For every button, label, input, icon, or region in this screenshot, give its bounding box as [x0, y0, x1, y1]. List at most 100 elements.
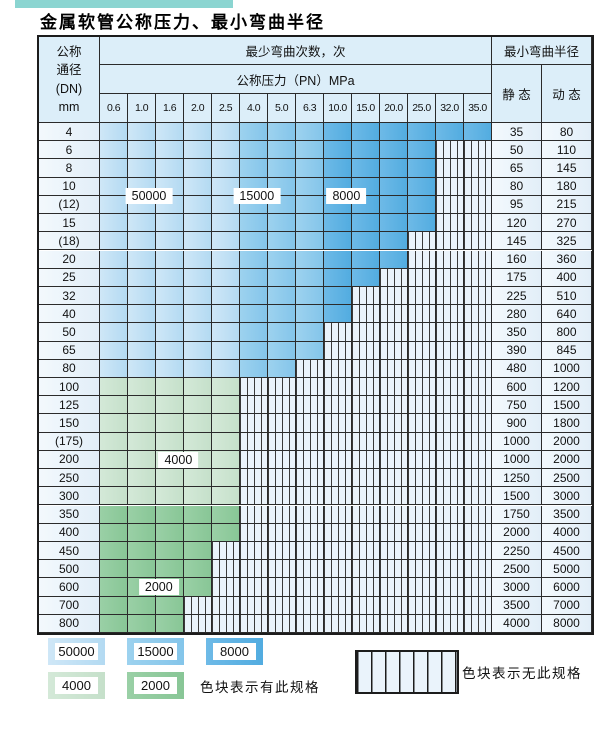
- pressure-col-header: 35.0: [464, 94, 492, 123]
- grid-cell-no-spec: [324, 450, 352, 470]
- grid-cell-available: [100, 523, 128, 542]
- grid-cell-no-spec: [352, 523, 380, 542]
- grid-cell-available: [212, 523, 240, 542]
- static-header: 静 态: [492, 65, 542, 123]
- grid-cell-no-spec: [380, 414, 408, 433]
- pressure-col-header: 6.3: [296, 94, 324, 123]
- grid-cell-no-spec: [408, 578, 436, 597]
- grid-cell-available: [128, 523, 156, 542]
- grid-cell-available: [352, 250, 380, 269]
- grid-cell-no-spec: [464, 268, 492, 287]
- grid-cell-available: [156, 323, 184, 342]
- grid-cell-available: [156, 359, 184, 378]
- grid-cell-available: [100, 323, 128, 342]
- grid-cell-available: [128, 214, 156, 233]
- grid-cell-available: [380, 177, 408, 196]
- static-value-cell: 1000: [492, 432, 542, 451]
- dn-header-line: mm: [58, 99, 80, 114]
- grid-cell-no-spec: [464, 450, 492, 470]
- grid-cell-no-spec: [268, 523, 296, 542]
- zone-label-15000: 15000: [233, 187, 281, 204]
- dn-cell: 4: [39, 123, 100, 142]
- grid-cell-no-spec: [212, 614, 240, 633]
- grid-cell-no-spec: [464, 359, 492, 378]
- grid-cell-available: [184, 487, 212, 506]
- grid-cell-available: [128, 232, 156, 251]
- grid-cell-no-spec: [380, 596, 408, 615]
- legend-has-spec-text: 色块表示有此规格: [200, 680, 320, 695]
- grid-cell-no-spec: [408, 450, 436, 470]
- pressure-col-header: 2.5: [212, 94, 240, 123]
- dn-cell: 25: [39, 268, 100, 287]
- grid-cell-no-spec: [240, 450, 268, 470]
- grid-cell-no-spec: [268, 487, 296, 506]
- static-value-cell: 225: [492, 286, 542, 306]
- grid-cell-no-spec: [240, 487, 268, 506]
- spec-table: 公称 通径 (DN) mm 最少弯曲次数，次 最小弯曲半径 公称压力（PN）MPa 静 态动 …: [37, 35, 594, 635]
- static-value-cell: 1000: [492, 450, 542, 470]
- grid-cell-available: [184, 268, 212, 287]
- dynamic-value-cell: 145: [542, 159, 592, 178]
- legend-swatch-4000: 4000: [48, 672, 105, 699]
- legend-swatch-8000: 8000: [206, 638, 263, 665]
- grid-cell-no-spec: [380, 469, 408, 488]
- static-value-cell: 120: [492, 214, 542, 233]
- grid-cell-no-spec: [408, 396, 436, 415]
- grid-cell-no-spec: [212, 560, 240, 579]
- pressure-col-header: 1.0: [128, 94, 156, 123]
- grid-cell-no-spec: [436, 578, 464, 597]
- grid-cell-available: [212, 141, 240, 160]
- grid-cell-available: [212, 432, 240, 451]
- grid-cell-available: [184, 286, 212, 306]
- grid-cell-no-spec: [436, 195, 464, 215]
- grid-cell-available: [128, 614, 156, 633]
- grid-cell-no-spec: [436, 614, 464, 633]
- dynamic-value-cell: 270: [542, 214, 592, 233]
- grid-cell-available: [100, 432, 128, 451]
- grid-cell-no-spec: [380, 432, 408, 451]
- grid-cell-available: [212, 232, 240, 251]
- grid-cell-available: [184, 323, 212, 342]
- grid-cell-available: [296, 250, 324, 269]
- dynamic-value-cell: 6000: [542, 578, 592, 597]
- min-radius-header: 最小弯曲半径: [492, 37, 592, 65]
- dynamic-value-cell: 3500: [542, 505, 592, 524]
- pressure-col-header: 5.0: [268, 94, 296, 123]
- legend-swatch-15000: 15000: [127, 638, 184, 665]
- grid-cell-available: [100, 450, 128, 470]
- grid-cell-no-spec: [324, 487, 352, 506]
- static-value-cell: 900: [492, 414, 542, 433]
- grid-cell-no-spec: [352, 378, 380, 397]
- dn-cell: 800: [39, 614, 100, 633]
- grid-cell-available: [212, 378, 240, 397]
- static-value-cell: 3500: [492, 596, 542, 615]
- grid-cell-no-spec: [380, 378, 408, 397]
- grid-cell-available: [296, 323, 324, 342]
- grid-cell-available: [156, 378, 184, 397]
- grid-cell-available: [380, 195, 408, 215]
- grid-cell-no-spec: [436, 250, 464, 269]
- dn-cell: 40: [39, 305, 100, 324]
- grid-cell-available: [100, 232, 128, 251]
- grid-cell-no-spec: [296, 596, 324, 615]
- legend-swatch-50000: 50000: [48, 638, 105, 665]
- grid-cell-available: [100, 469, 128, 488]
- grid-cell-available: [240, 305, 268, 324]
- static-value-cell: 350: [492, 323, 542, 342]
- grid-cell-available: [100, 614, 128, 633]
- dynamic-value-cell: 640: [542, 305, 592, 324]
- grid-cell-no-spec: [184, 614, 212, 633]
- grid-cell-no-spec: [464, 286, 492, 306]
- dn-cell: 8: [39, 159, 100, 178]
- grid-cell-no-spec: [352, 396, 380, 415]
- grid-cell-available: [156, 341, 184, 360]
- grid-cell-no-spec: [324, 378, 352, 397]
- grid-cell-available: [184, 341, 212, 360]
- grid-cell-available: [128, 341, 156, 360]
- dn-cell: 450: [39, 541, 100, 561]
- grid-cell-available: [324, 232, 352, 251]
- grid-cell-no-spec: [352, 614, 380, 633]
- dn-cell: 200: [39, 450, 100, 470]
- grid-cell-no-spec: [380, 450, 408, 470]
